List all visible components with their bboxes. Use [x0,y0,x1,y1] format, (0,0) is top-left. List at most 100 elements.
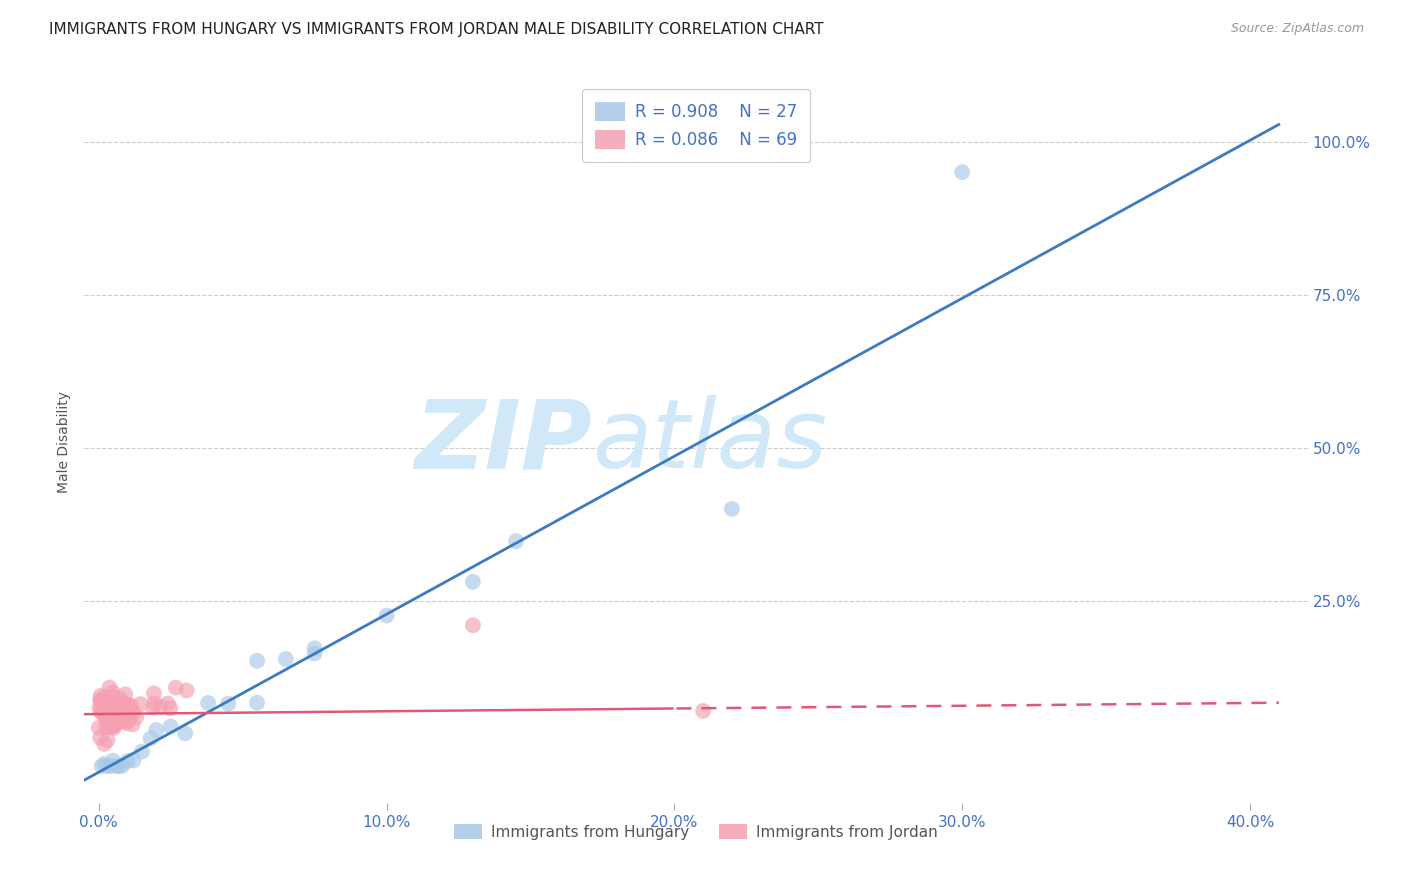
Point [101,690,124,704]
Point [96,712,118,726]
Point [100,710,122,724]
Point [98,694,121,708]
Point [304,647,326,661]
Point [149,699,172,714]
Legend: Immigrants from Hungary, Immigrants from Jordan: Immigrants from Hungary, Immigrants from… [449,818,943,846]
Point [122,754,145,768]
Point [156,697,179,711]
Point [100,704,122,718]
Point [98,759,121,773]
Point [117,714,139,728]
Point [461,618,484,632]
Point [131,745,153,759]
Point [246,654,269,668]
Point [93,737,115,751]
Point [98,718,121,732]
Point [89,701,111,715]
Point [103,721,125,735]
Point [143,686,166,700]
Point [90,689,112,703]
Point [90,695,112,709]
Point [375,608,398,623]
Point [91,706,114,720]
Point [93,756,115,771]
Point [115,715,138,730]
Point [89,693,111,707]
Point [159,719,181,733]
Point [721,502,744,516]
Point [97,699,120,714]
Point [142,700,165,714]
Point [101,708,124,723]
Point [98,720,121,734]
Point [111,714,134,728]
Point [104,718,127,732]
Point [139,731,162,746]
Point [94,706,117,720]
Point [159,701,181,715]
Point [108,759,131,773]
Point [165,681,187,695]
Point [98,681,121,695]
Text: atlas: atlas [592,395,827,488]
Point [101,685,124,699]
Point [89,705,111,719]
Point [505,534,527,549]
Point [692,704,714,718]
Text: Source: ZipAtlas.com: Source: ZipAtlas.com [1230,22,1364,36]
Point [246,696,269,710]
Point [103,701,125,715]
Point [304,641,326,656]
Point [174,726,197,740]
Point [100,719,122,733]
Point [115,698,138,712]
Point [105,759,128,773]
Point [93,690,115,705]
Point [112,711,135,725]
Point [176,683,198,698]
Point [217,697,239,711]
Point [104,698,127,712]
Point [94,708,117,723]
Point [114,714,136,729]
Point [101,754,124,768]
Point [950,165,973,179]
Point [118,699,141,714]
Point [108,691,131,706]
Point [117,709,139,723]
Point [197,696,219,710]
Point [104,718,127,732]
Y-axis label: Male Disability: Male Disability [58,391,72,492]
Point [87,721,110,735]
Point [111,759,134,773]
Point [89,731,111,745]
Point [121,717,143,731]
Point [105,696,128,710]
Point [90,759,112,773]
Point [122,705,145,719]
Point [107,703,129,717]
Point [108,711,131,725]
Point [145,723,167,737]
Text: IMMIGRANTS FROM HUNGARY VS IMMIGRANTS FROM JORDAN MALE DISABILITY CORRELATION CH: IMMIGRANTS FROM HUNGARY VS IMMIGRANTS FR… [49,22,824,37]
Point [125,710,148,724]
Point [104,713,127,727]
Point [94,720,117,734]
Point [105,707,128,722]
Point [104,710,127,724]
Point [112,695,135,709]
Point [96,733,118,747]
Point [143,696,166,710]
Point [117,754,139,768]
Point [100,707,122,722]
Point [96,759,118,773]
Point [96,696,118,710]
Point [461,574,484,589]
Point [114,687,136,701]
Point [129,697,152,711]
Text: ZIP: ZIP [415,395,592,488]
Point [103,710,125,724]
Point [101,708,124,723]
Point [91,698,114,712]
Point [274,652,297,666]
